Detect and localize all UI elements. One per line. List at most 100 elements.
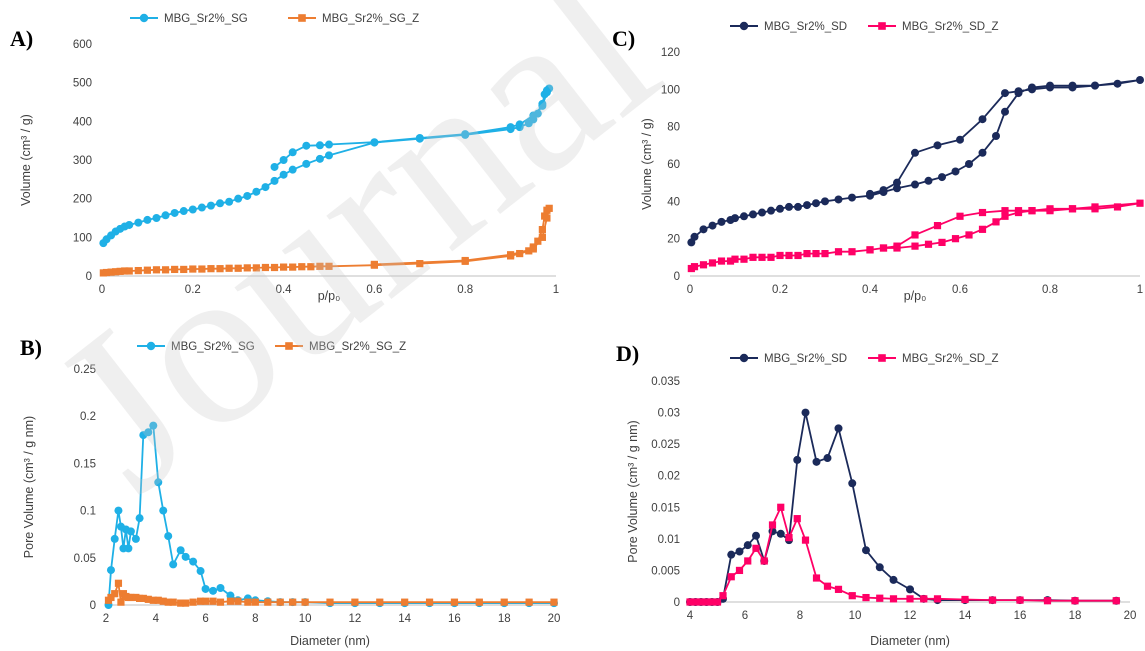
series-2 (687, 199, 1144, 273)
legend-entry: MBG_Sr2%_SG_Z (288, 13, 419, 25)
data-point (325, 262, 333, 270)
data-point (776, 251, 784, 260)
data-point (351, 598, 359, 606)
data-point (169, 598, 177, 606)
x-tick-label: 14 (398, 613, 411, 625)
data-point (776, 204, 784, 213)
x-tick-label: 6 (742, 610, 748, 622)
x-tick-label: 1 (1137, 284, 1143, 296)
data-point (225, 197, 234, 206)
data-point (507, 251, 515, 259)
data-point (196, 567, 205, 576)
data-point (812, 199, 820, 208)
series-2 (686, 503, 1120, 606)
y-tick-label: 500 (73, 78, 92, 90)
data-point (370, 260, 378, 268)
panel-letter: A) (10, 26, 33, 51)
data-point (708, 221, 717, 230)
data-point (302, 141, 311, 150)
data-point (370, 138, 379, 147)
data-point (1016, 596, 1024, 604)
y-tick-label: 0.05 (74, 553, 96, 565)
data-point (749, 253, 757, 261)
data-point (1068, 83, 1077, 92)
data-point (125, 267, 133, 275)
data-point (821, 197, 829, 206)
y-tick-label: 100 (661, 84, 680, 96)
y-tick-label: 0.035 (651, 376, 680, 388)
data-point (159, 597, 167, 605)
data-point (461, 130, 470, 139)
legend-label: MBG_Sr2%_SD (764, 21, 847, 33)
data-point (107, 593, 115, 602)
data-point (177, 599, 185, 607)
data-point (114, 579, 123, 587)
x-tick-label: 0 (687, 284, 693, 296)
data-point (144, 428, 153, 437)
data-point (735, 547, 744, 556)
x-tick-label: 18 (498, 613, 511, 625)
data-point (179, 207, 188, 216)
data-point (1001, 89, 1009, 98)
legend-marker (878, 354, 886, 362)
data-point (785, 202, 793, 211)
data-point (752, 544, 760, 552)
data-point (793, 515, 801, 523)
chart-panel-4: D) 0 0.005 0.01 0.015 0.02 0.025 0.03 0.035 4 6 8 10… (616, 341, 1136, 648)
data-point (376, 598, 384, 606)
data-point (107, 268, 115, 276)
data-point (1001, 207, 1009, 215)
data-point (161, 211, 170, 220)
data-point (515, 120, 524, 129)
x-tick-label: 14 (959, 610, 972, 622)
data-point (924, 240, 933, 248)
data-point (924, 176, 933, 185)
y-tick-label: 0.1 (80, 506, 96, 518)
series-line (690, 79, 1141, 243)
legend-marker (739, 353, 749, 363)
data-point (529, 245, 537, 253)
data-point (171, 265, 179, 274)
data-point (834, 195, 843, 204)
data-point (992, 132, 1000, 140)
data-point (731, 214, 739, 223)
data-point (834, 585, 843, 593)
x-tick-label: 0.2 (772, 284, 788, 296)
data-point (1112, 597, 1120, 605)
data-point (307, 263, 315, 271)
data-point (538, 233, 546, 241)
data-point (1136, 199, 1144, 207)
data-point (189, 598, 197, 606)
y-tick-label: 0 (674, 597, 680, 609)
data-point (862, 593, 870, 602)
data-point (134, 218, 143, 227)
data-point (1001, 107, 1009, 116)
data-point (114, 506, 123, 515)
data-point (543, 214, 551, 222)
data-point (821, 250, 829, 258)
data-point (933, 595, 942, 603)
data-point (301, 598, 309, 606)
data-point (1091, 203, 1099, 211)
data-point (132, 593, 140, 602)
x-tick-label: 2 (103, 613, 109, 625)
data-point (812, 457, 821, 466)
y-tick-label: 0 (86, 271, 92, 283)
data-point (951, 235, 960, 243)
data-point (768, 521, 777, 529)
data-point (261, 183, 270, 192)
data-point (793, 455, 802, 464)
legend-entry: MBG_Sr2%_SD (730, 21, 847, 33)
data-point (767, 253, 775, 261)
x-tick-label: 0 (99, 284, 105, 296)
y-axis-label: Pore Volume (cm³ / g nm) (626, 420, 640, 562)
x-tick-label: 0.8 (457, 284, 473, 296)
y-tick-label: 40 (667, 196, 680, 208)
data-point (550, 598, 558, 606)
data-point (801, 408, 810, 417)
data-point (280, 263, 288, 271)
data-point (197, 203, 206, 212)
data-point (127, 593, 135, 602)
data-point (279, 156, 288, 164)
x-tick-label: 12 (904, 610, 917, 622)
